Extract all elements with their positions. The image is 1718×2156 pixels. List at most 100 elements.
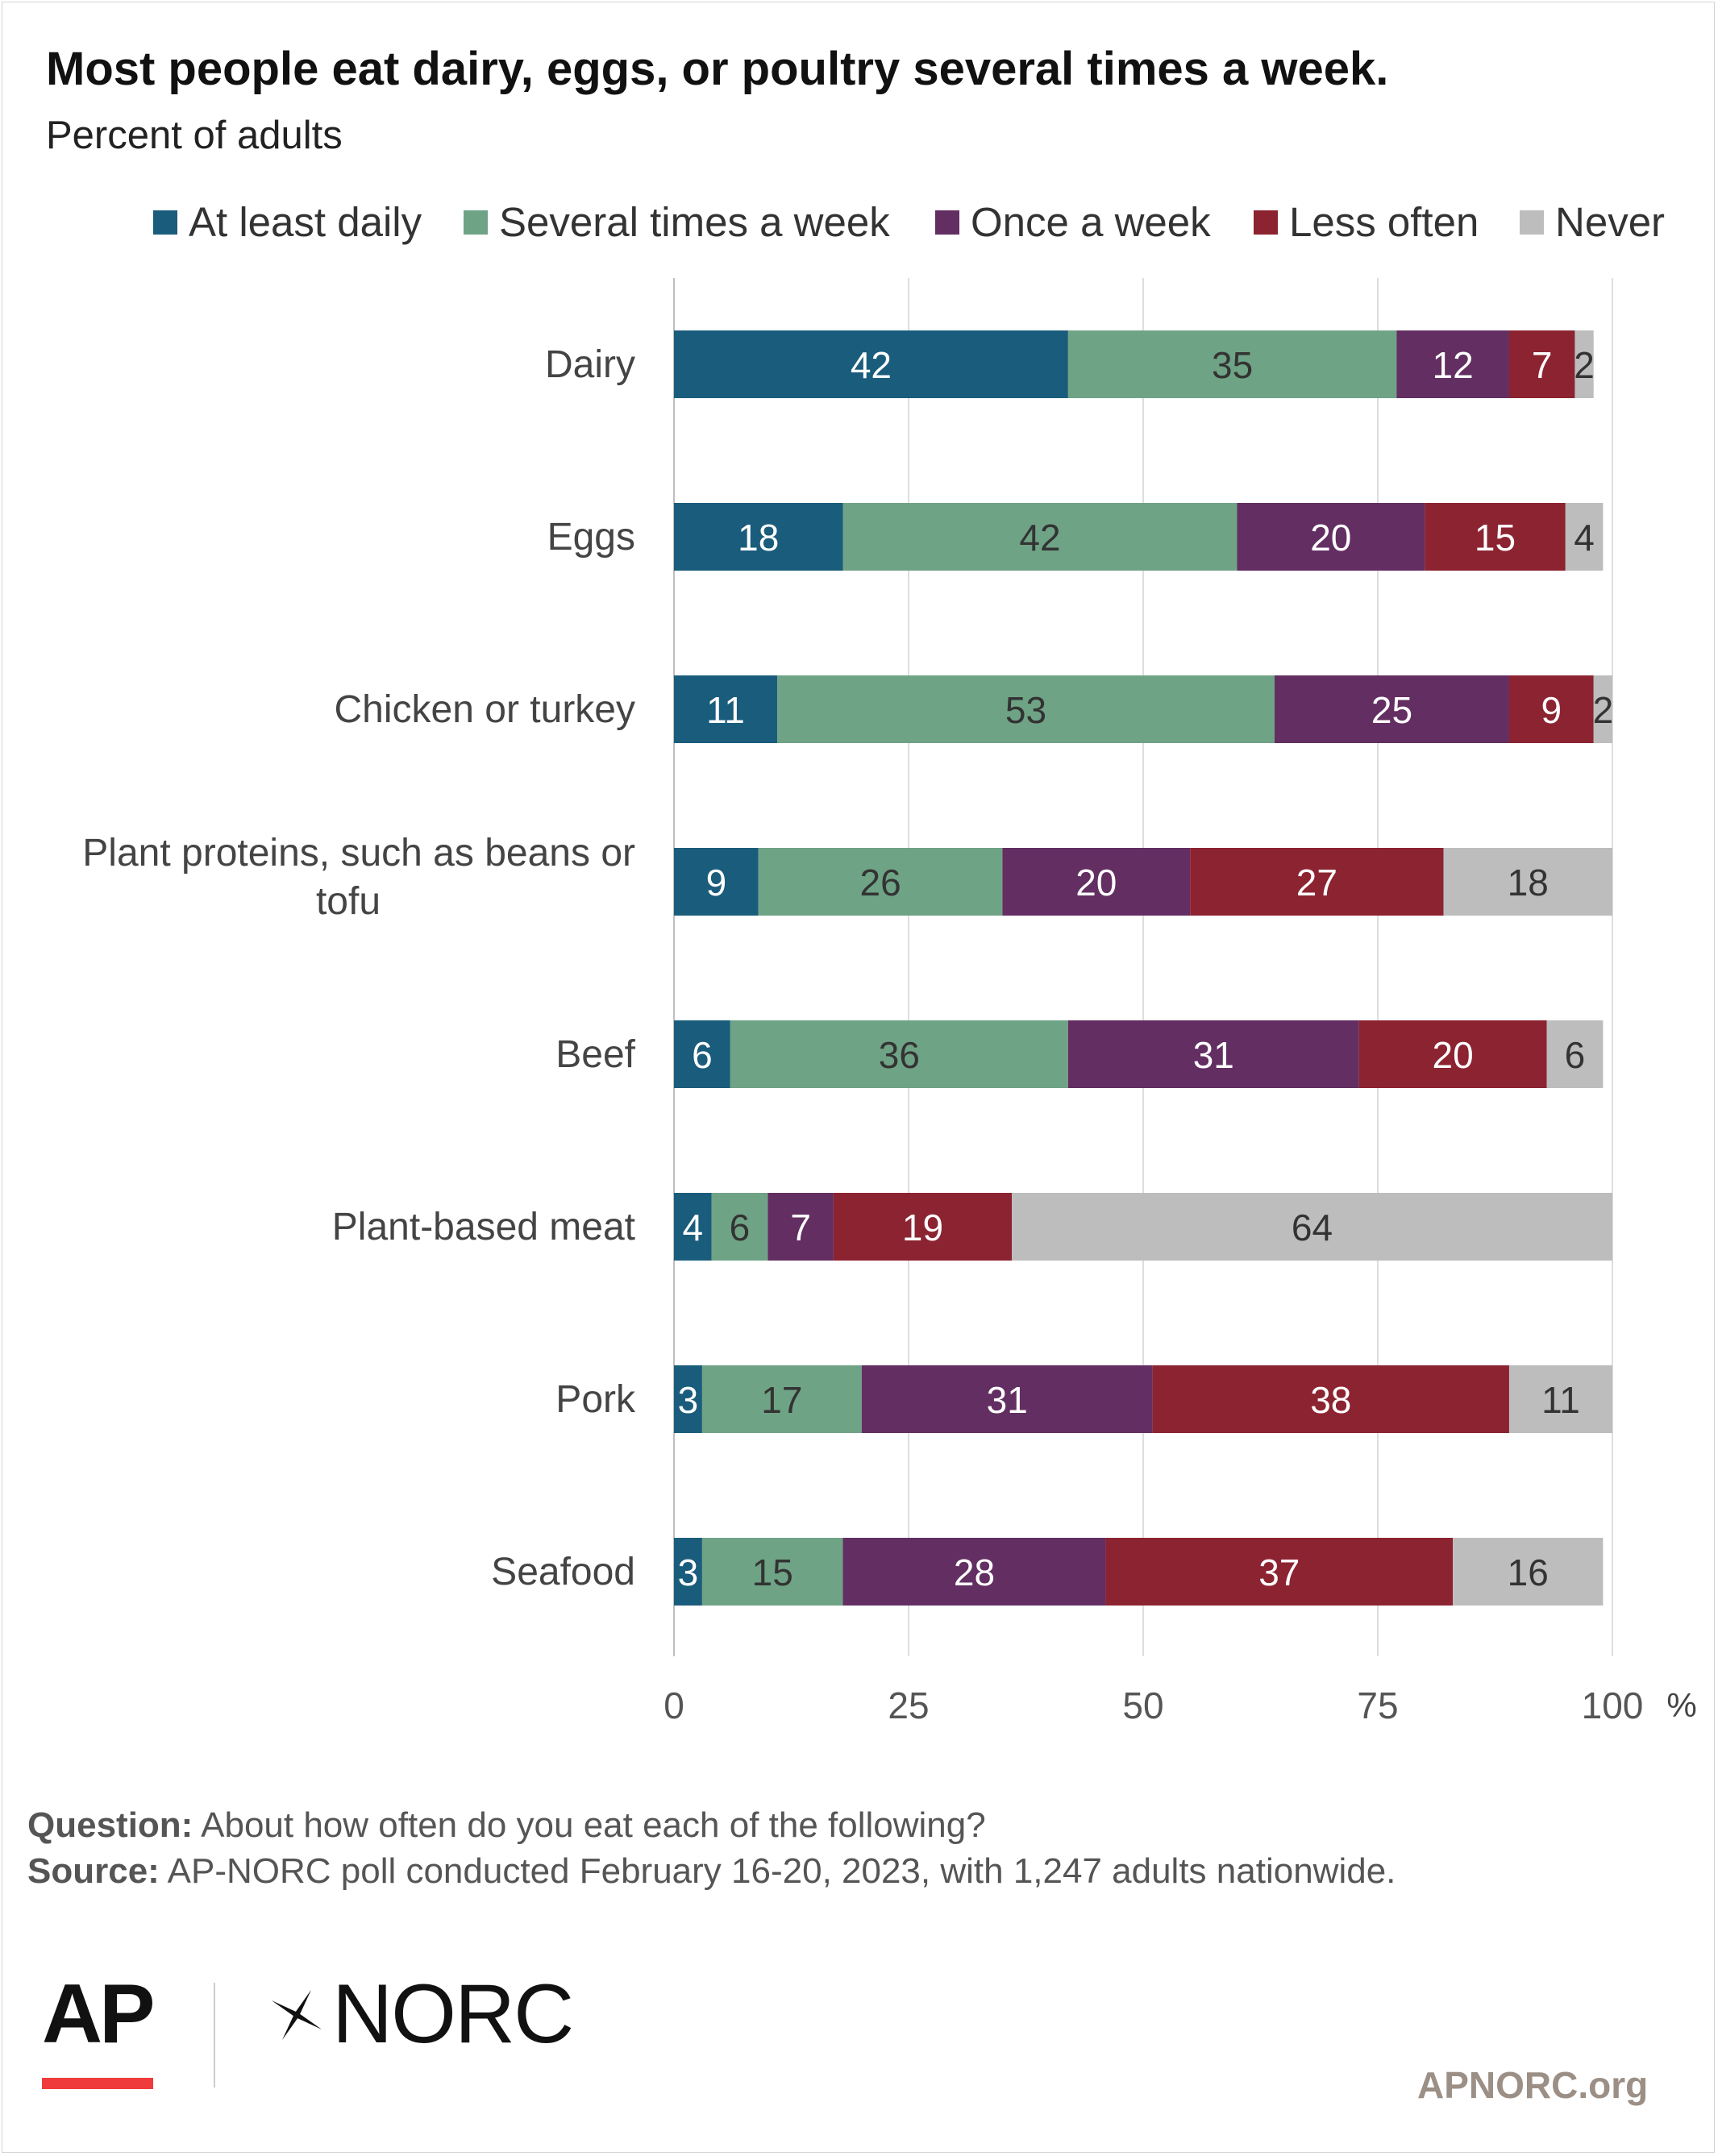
- bar-segment: [842, 1538, 1106, 1606]
- bar-segment: [833, 1193, 1013, 1261]
- bar-segment: [711, 1193, 768, 1261]
- legend-swatch: [1520, 210, 1544, 235]
- data-label: 20: [1310, 517, 1351, 559]
- legend-swatch: [935, 210, 959, 235]
- data-label: 9: [1541, 689, 1562, 731]
- x-unit-label: %: [1666, 1686, 1696, 1724]
- legend-label: Less often: [1289, 199, 1479, 245]
- logo-divider: [214, 1983, 215, 2087]
- bar-segment: [701, 1538, 843, 1606]
- bar-segment: [1508, 1365, 1612, 1433]
- data-label: 6: [730, 1207, 751, 1248]
- category-label: Chicken or turkey: [335, 688, 635, 731]
- bar-segment: [1508, 330, 1575, 398]
- data-label: 20: [1433, 1034, 1474, 1076]
- footer-source: Source: AP-NORC poll conducted February …: [27, 1851, 1396, 1892]
- data-label: 27: [1296, 862, 1337, 904]
- bar-segment: [1002, 848, 1191, 916]
- bar-segment: [1508, 675, 1594, 743]
- site-link[interactable]: APNORC.org: [1417, 2064, 1649, 2106]
- data-label: 7: [1532, 344, 1553, 386]
- category-label: Plant-based meat: [332, 1206, 635, 1248]
- data-label: 53: [1005, 689, 1046, 731]
- bar-segment: [1453, 1538, 1604, 1606]
- data-label: 31: [1193, 1034, 1234, 1076]
- bar-segment: [777, 675, 1275, 743]
- data-label: 7: [790, 1207, 811, 1248]
- x-tick-label: 0: [663, 1685, 684, 1726]
- data-label: 4: [1574, 517, 1595, 559]
- legend-label: At least daily: [189, 199, 422, 245]
- bar-segment: [674, 1538, 702, 1606]
- bar-segment: [1105, 1538, 1454, 1606]
- bar-segment: [1425, 503, 1566, 571]
- data-label: 9: [706, 862, 727, 904]
- x-tick-label: 25: [888, 1685, 929, 1726]
- bar-segment: [861, 1365, 1153, 1433]
- data-label: 6: [1565, 1034, 1586, 1076]
- bar-segment: [1565, 503, 1604, 571]
- bar-segment: [674, 1365, 702, 1433]
- bar-segment: [674, 1020, 730, 1088]
- bar-segment: [1546, 1020, 1604, 1088]
- bar-segment: [1443, 848, 1612, 916]
- data-label: 11: [1541, 1379, 1580, 1421]
- norc-logo: NORC: [332, 1967, 574, 2061]
- source-label: Source:: [27, 1851, 160, 1891]
- bar-segment: [674, 503, 843, 571]
- bar-segment: [1237, 503, 1425, 571]
- category-label: Eggs: [547, 516, 635, 559]
- data-label: 37: [1258, 1552, 1300, 1593]
- bar-segment: [1067, 1020, 1359, 1088]
- bar-segment: [1574, 330, 1594, 398]
- data-label: 20: [1075, 862, 1117, 904]
- category-label: Seafood: [491, 1551, 635, 1593]
- bar-segment: [1190, 848, 1444, 916]
- footer-question: Question: About how often do you eat eac…: [27, 1805, 986, 1846]
- category-label-line: tofu: [316, 880, 381, 923]
- bar-segment: [701, 1365, 862, 1433]
- bar-segment: [674, 330, 1068, 398]
- x-tick-label: 50: [1122, 1685, 1163, 1726]
- data-label: 2: [1593, 689, 1614, 731]
- data-label: 17: [761, 1379, 802, 1421]
- bar-segment: [1012, 1193, 1612, 1261]
- data-label: 42: [1019, 517, 1060, 559]
- category-label-line: Plant proteins, such as beans or: [82, 832, 635, 874]
- stacked-bar-chart: At least daily Several times a week Once a…: [82, 199, 1696, 1726]
- category-label: Pork: [555, 1378, 636, 1421]
- category-label: Beef: [555, 1033, 635, 1076]
- data-label: 36: [879, 1034, 920, 1076]
- data-label: 28: [954, 1552, 995, 1593]
- legend-swatch: [153, 210, 177, 235]
- data-label: 18: [738, 517, 779, 559]
- chart-subtitle: Percent of adults: [46, 114, 343, 157]
- bar-segment: [1396, 330, 1509, 398]
- data-label: 11: [706, 689, 745, 731]
- ap-logo: AP: [42, 1967, 155, 2061]
- data-label: 42: [851, 344, 892, 386]
- bar-segment: [1358, 1020, 1547, 1088]
- data-label: 19: [902, 1207, 943, 1248]
- x-tick-label: 75: [1357, 1685, 1398, 1726]
- data-label: 12: [1433, 344, 1474, 386]
- bar-segment: [767, 1193, 834, 1261]
- bar-segment: [1274, 675, 1509, 743]
- x-tick-label: 100: [1582, 1685, 1644, 1726]
- bar-segment: [1067, 330, 1397, 398]
- data-label: 31: [987, 1379, 1028, 1421]
- bar-segment: [1593, 675, 1612, 743]
- data-label: 25: [1371, 689, 1412, 731]
- chart-title: Most people eat dairy, eggs, or poultry …: [46, 43, 1389, 95]
- legend-swatch: [1254, 210, 1278, 235]
- bar-segment: [674, 675, 778, 743]
- legend-label: Once a week: [971, 199, 1211, 245]
- bar-segment: [730, 1020, 1068, 1088]
- data-label: 15: [752, 1552, 793, 1593]
- data-label: 15: [1475, 517, 1516, 559]
- legend-label: Never: [1555, 199, 1665, 245]
- data-label: 3: [678, 1379, 699, 1421]
- legend-swatch: [464, 210, 488, 235]
- source-text: AP-NORC poll conducted February 16-20, 2…: [167, 1851, 1396, 1891]
- question-label: Question:: [27, 1805, 193, 1845]
